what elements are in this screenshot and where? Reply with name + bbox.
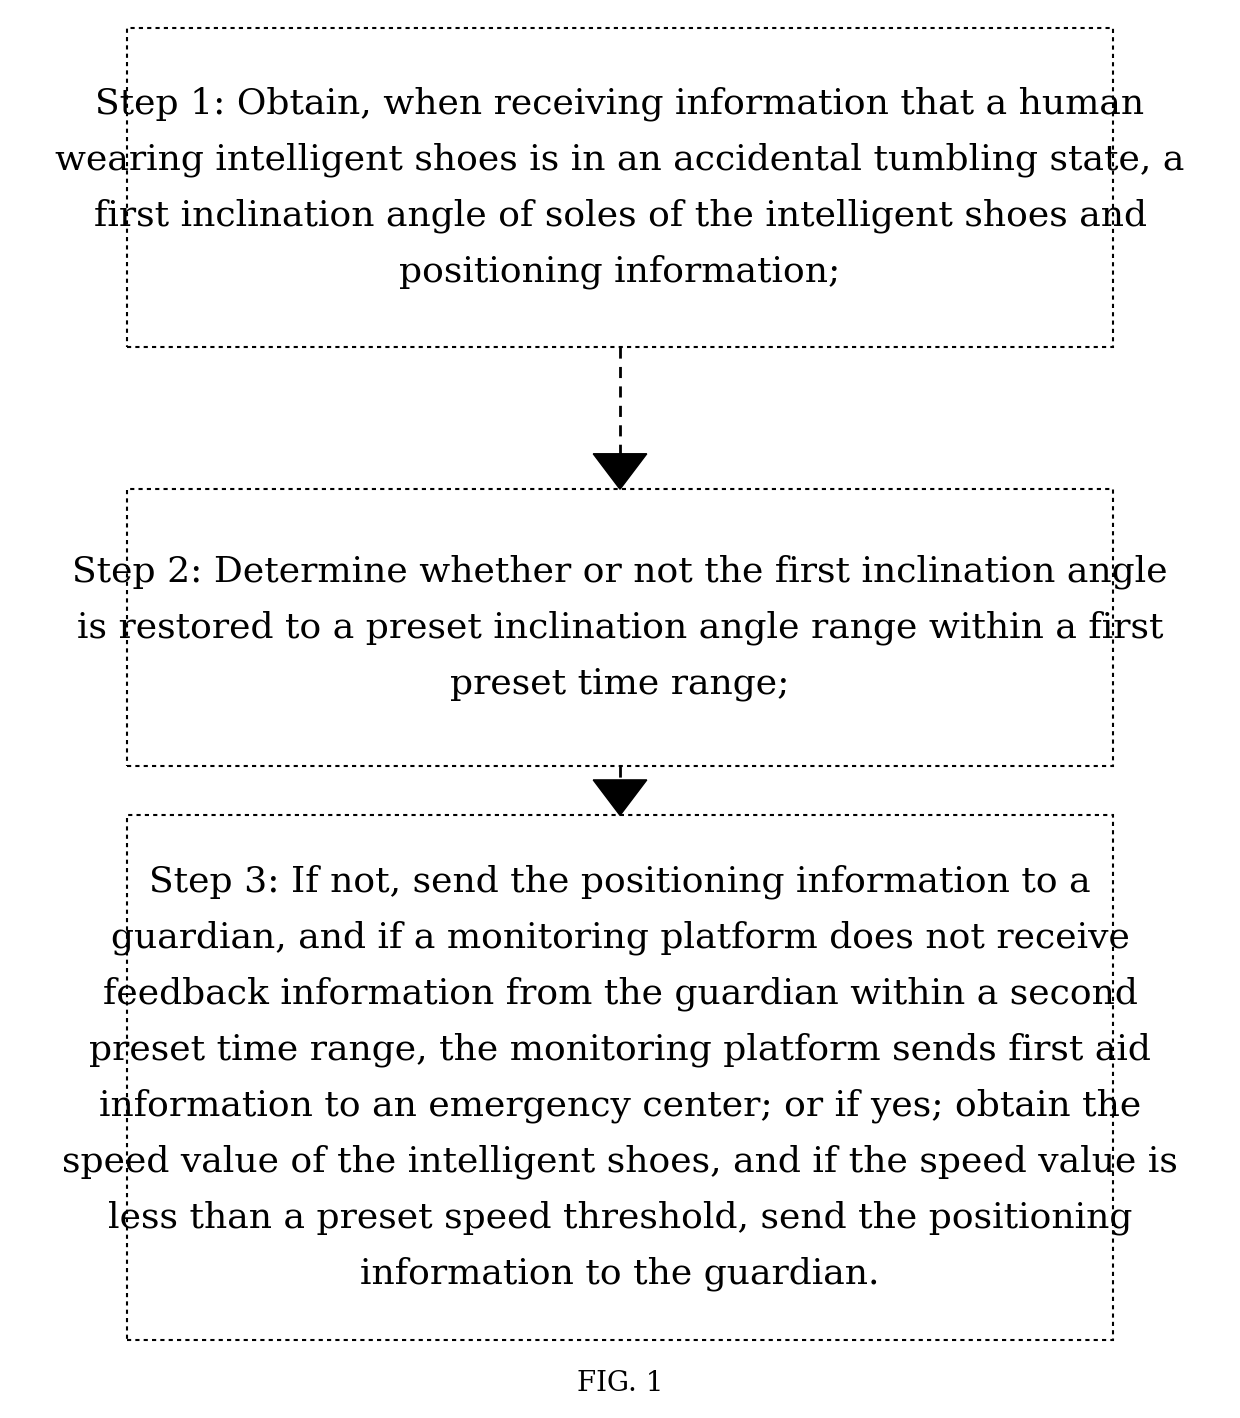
Text: Step 1: Obtain, when receiving information that a human
wearing intelligent shoe: Step 1: Obtain, when receiving informati… bbox=[56, 86, 1184, 289]
Polygon shape bbox=[593, 454, 647, 489]
Bar bbox=[126, 489, 1114, 766]
Bar bbox=[126, 815, 1114, 1340]
Text: Step 3: If not, send the positioning information to a
guardian, and if a monitor: Step 3: If not, send the positioning inf… bbox=[62, 864, 1178, 1292]
Bar bbox=[126, 28, 1114, 347]
Polygon shape bbox=[593, 780, 647, 815]
Text: Step 2: Determine whether or not the first inclination angle
is restored to a pr: Step 2: Determine whether or not the fir… bbox=[72, 554, 1168, 700]
Text: FIG. 1: FIG. 1 bbox=[577, 1370, 663, 1397]
